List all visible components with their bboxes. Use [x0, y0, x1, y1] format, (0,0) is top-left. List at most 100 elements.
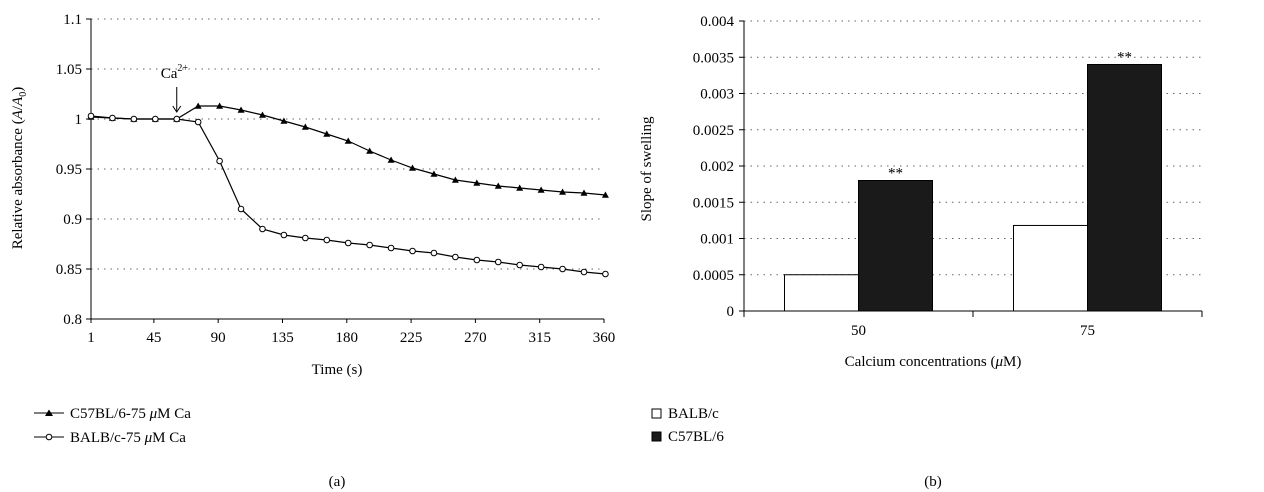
x-axis-label: Calcium concentrations (μM): [845, 354, 1022, 370]
bar: [784, 274, 859, 312]
y-tick-label: 0.95: [56, 162, 82, 178]
data-point-triangle: [473, 179, 481, 186]
legend-circle-marker: [45, 433, 53, 441]
data-point-circle: [537, 263, 545, 271]
x-tick-label: 180: [336, 330, 359, 346]
data-point-triangle: [323, 130, 331, 137]
data-point-circle: [130, 115, 138, 123]
bar-chart-panel-b: 0 0.0005 0.001 0.0015 0.002 0.0025 0.003 0.0035…: [639, 14, 1203, 490]
bar: [1087, 64, 1162, 312]
data-point-circle: [216, 157, 223, 165]
x-tick-label: 75: [1080, 323, 1095, 339]
x-axis-label: Time (s): [312, 362, 363, 378]
data-point-triangle: [344, 137, 352, 144]
data-point-triangle: [301, 123, 309, 130]
data-point-circle: [559, 265, 566, 273]
panel-label: (a): [329, 474, 346, 490]
data-point-triangle: [216, 102, 224, 109]
data-point-triangle: [559, 188, 567, 195]
data-point-circle: [452, 253, 459, 261]
x-tick-label: 90: [211, 330, 226, 346]
data-point-circle: [409, 247, 416, 255]
legend: C57BL/6-75 μM Ca BALB/c-75 μM Ca: [34, 406, 191, 446]
legend-label: C57BL/6: [668, 429, 724, 445]
data-point-triangle: [494, 182, 502, 189]
series-group: [87, 102, 609, 278]
x-tick-label: 1: [87, 330, 95, 346]
annotation-arrow-head: [172, 105, 182, 113]
data-point-circle: [580, 268, 588, 276]
data-point-triangle: [580, 189, 588, 196]
data-point-triangle: [601, 191, 609, 198]
data-point-triangle: [387, 156, 395, 163]
y-tick-label: 0.0015: [693, 195, 734, 211]
data-point-circle: [237, 205, 245, 213]
y-tick-label: 0.0035: [693, 50, 734, 66]
data-point-circle: [494, 258, 502, 266]
data-point-circle: [516, 261, 523, 269]
legend-label: BALB/c-75 μM Ca: [70, 430, 186, 446]
data-point-circle: [602, 270, 609, 278]
data-point-triangle: [280, 117, 288, 124]
x-tick-labels: 1 45 90 135 180 225 270 315 360: [87, 330, 615, 346]
y-tick-label: 0.002: [700, 159, 734, 175]
legend-item-balbc: BALB/c-75 μM Ca: [34, 430, 186, 446]
y-tick-label: 0.9: [63, 212, 82, 228]
x-tick-label: 45: [146, 330, 161, 346]
data-point-triangle: [451, 176, 459, 183]
data-point-circle: [302, 234, 309, 242]
legend-triangle-marker: [45, 409, 53, 416]
y-tick-labels: 0.8 0.85 0.9 0.95 1 1.05 1.1: [56, 12, 82, 328]
y-tick-label: 0.001: [700, 232, 734, 248]
bars: ** **: [784, 50, 1162, 312]
data-point-circle: [387, 244, 395, 252]
y-grid: [744, 20, 1202, 276]
data-point-circle: [173, 115, 181, 123]
y-tick-label: 1.05: [56, 62, 82, 78]
ca-annotation: Ca2+: [161, 63, 188, 113]
y-axis-label: Relative absorbance (A/A0): [10, 87, 29, 249]
y-axis-label: Slope of swelling: [639, 116, 655, 221]
y-tick-label: 0.004: [700, 14, 734, 30]
data-point-circle: [109, 114, 116, 122]
y-tick-label: 0: [727, 304, 735, 320]
data-point-circle: [87, 112, 95, 120]
data-point-circle: [194, 118, 202, 126]
x-tick-label: 315: [528, 330, 551, 346]
data-point-circle: [344, 239, 352, 247]
data-point-circle: [280, 231, 288, 239]
data-point-circle: [259, 225, 266, 233]
x-tick-label: 50: [851, 323, 866, 339]
significance-label: **: [888, 166, 903, 182]
legend: BALB/c C57BL/6: [651, 406, 724, 445]
data-point-circle: [323, 236, 331, 244]
legend-item-c57bl6: C57BL/6: [651, 429, 724, 445]
data-point-triangle: [516, 184, 524, 191]
line-chart-panel-a: 0.8 0.85 0.9 0.95 1 1.05 1.1 1 45 90 135 180 225 270…: [10, 12, 615, 490]
data-point-triangle: [537, 186, 545, 193]
legend-item-balbc: BALB/c: [651, 406, 719, 422]
y-tick-labels: 0 0.0005 0.001 0.0015 0.002 0.0025 0.003 0.0035…: [693, 14, 735, 320]
y-tick-label: 0.85: [56, 262, 82, 278]
legend-swatch-white: [651, 408, 662, 419]
significance-label: **: [1117, 50, 1132, 66]
data-point-triangle: [409, 164, 417, 171]
bar: [1013, 224, 1088, 312]
y-tick-label: 0.8: [63, 312, 82, 328]
data-point-triangle: [194, 102, 202, 109]
data-point-triangle: [430, 170, 438, 177]
legend-label: BALB/c: [668, 406, 719, 422]
data-point-circle: [473, 256, 481, 264]
legend-swatch-black: [651, 431, 662, 442]
panel-label: (b): [924, 474, 942, 490]
data-point-triangle: [258, 111, 266, 118]
data-point-circle: [366, 241, 373, 249]
bar: [858, 180, 933, 312]
legend-item-c57bl6: C57BL/6-75 μM Ca: [34, 406, 191, 422]
x-tick-label: 135: [271, 330, 294, 346]
y-tick-label: 1.1: [63, 12, 82, 28]
data-point-triangle: [366, 147, 374, 154]
x-tick-label: 225: [400, 330, 423, 346]
x-tick-label: 360: [593, 330, 616, 346]
